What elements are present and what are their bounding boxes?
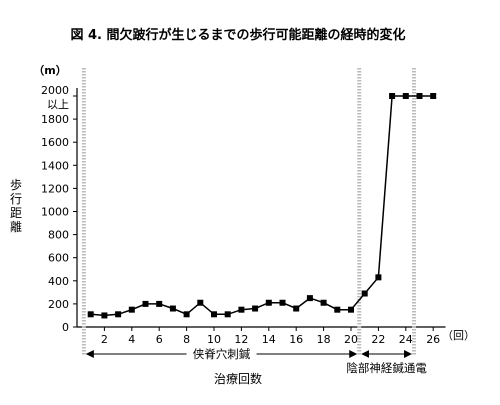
y-tick-label: 2000 <box>41 84 69 97</box>
x-unit-label: （回） <box>442 329 475 342</box>
x-tick-label: 10 <box>207 333 221 346</box>
y-axis-title-char: 距 <box>10 206 22 220</box>
x-axis-title: 治療回数 <box>214 371 262 386</box>
y-tick-label: 1600 <box>41 136 69 149</box>
y-tick-label: 1200 <box>41 182 69 195</box>
data-point <box>115 311 122 318</box>
x-tick-label: 16 <box>289 333 303 346</box>
data-point <box>348 306 354 313</box>
data-point <box>197 299 204 306</box>
data-point <box>252 305 259 312</box>
x-tick-label: 14 <box>262 333 276 346</box>
x-tick-label: 18 <box>317 333 331 346</box>
x-tick-label: 2 <box>101 333 108 346</box>
y-tick-label: 400 <box>48 275 69 288</box>
x-tick-label: 4 <box>128 333 135 346</box>
x-tick-label: 24 <box>399 333 413 346</box>
y-tick-label: 1800 <box>41 113 69 126</box>
data-point <box>183 311 190 318</box>
data-point <box>279 299 286 306</box>
data-point <box>320 299 327 306</box>
x-tick-label: 22 <box>371 333 385 346</box>
data-point <box>389 93 396 99</box>
data-point <box>416 93 423 99</box>
data-point <box>238 306 245 313</box>
x-tick-label: 12 <box>234 333 248 346</box>
data-point <box>101 312 108 319</box>
y-axis-title-char: 離 <box>10 220 22 234</box>
y-tick-label: 800 <box>48 229 69 242</box>
data-point <box>128 306 135 313</box>
data-point <box>224 311 231 318</box>
data-point <box>334 306 341 313</box>
chart-title: 図 4. 間欠跛行が生じるまでの歩行可能距離の経時的変化 <box>70 27 405 43</box>
y-axis-title-char: 行 <box>10 192 22 206</box>
y-tick-label: 1400 <box>41 159 69 172</box>
y-tick-label: 600 <box>48 252 69 265</box>
y-tick-label-suffix: 以上 <box>47 98 69 111</box>
data-point <box>142 300 149 307</box>
series-line <box>90 95 434 317</box>
phase-label: 陰部神経鍼通電 <box>346 361 427 375</box>
data-point <box>375 274 382 281</box>
data-point <box>402 93 409 99</box>
y-unit-label: （m） <box>33 64 66 77</box>
data-point <box>361 290 368 297</box>
x-tick-label: 20 <box>344 333 358 346</box>
data-point <box>265 299 272 306</box>
data-point <box>430 93 437 99</box>
data-point <box>156 300 163 307</box>
phase-label: 侠脊穴刺鍼 <box>193 347 251 361</box>
y-tick-label: 0 <box>62 321 69 334</box>
y-axis-title-char: 歩 <box>10 177 22 192</box>
x-tick-label: 6 <box>156 333 163 346</box>
y-tick-label: 200 <box>48 298 69 311</box>
data-point <box>87 311 94 318</box>
x-tick-label: 8 <box>183 333 190 346</box>
y-tick-label: 1000 <box>41 206 69 219</box>
data-point <box>169 305 176 312</box>
data-point <box>306 295 313 302</box>
x-tick-label: 26 <box>426 333 440 346</box>
data-point <box>211 311 217 318</box>
data-point <box>293 305 300 312</box>
